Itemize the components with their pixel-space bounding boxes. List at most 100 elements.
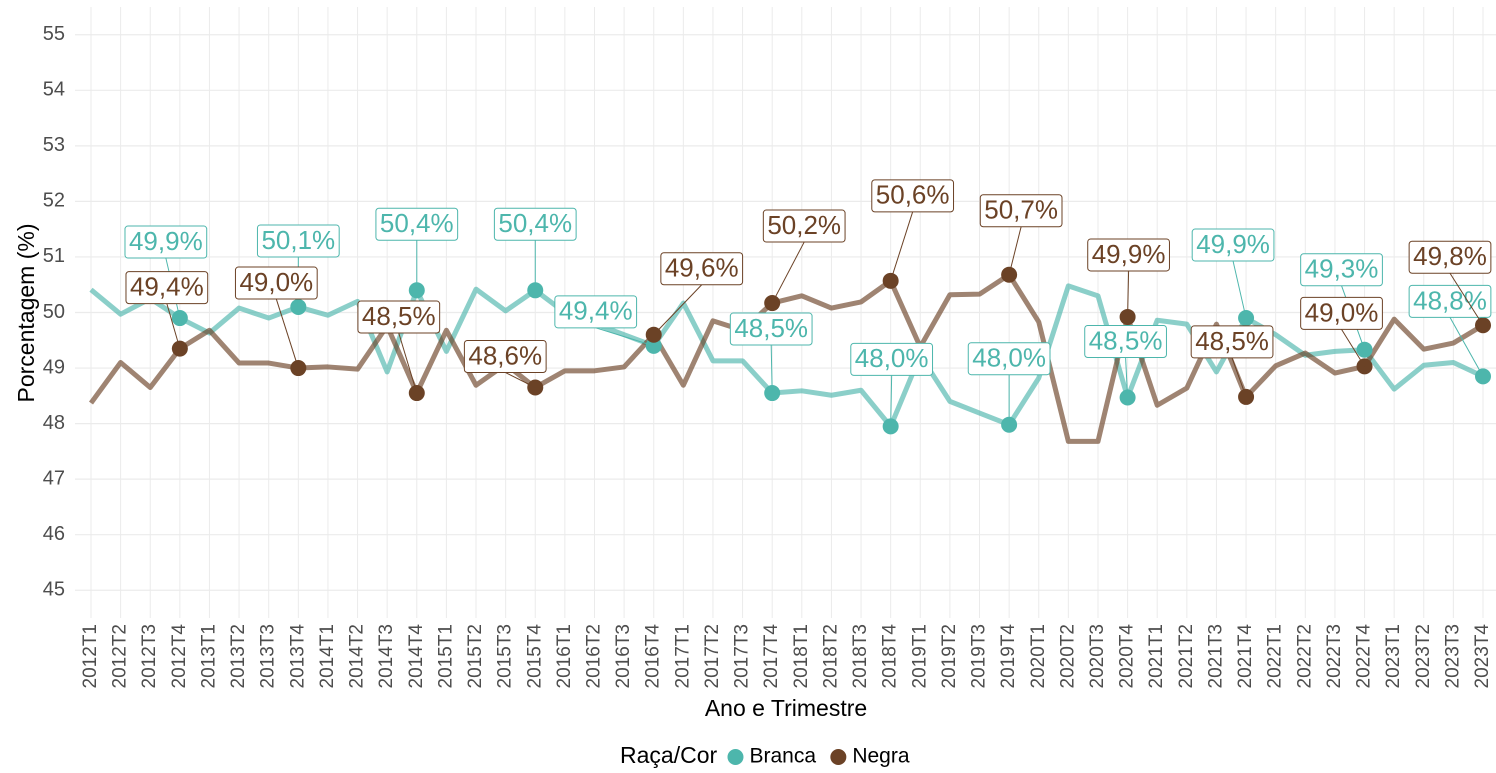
label-box	[871, 179, 955, 213]
data-label-text: 49,9%	[1092, 239, 1166, 269]
data-label-text: 50,4%	[380, 208, 454, 238]
x-tick-label: 2014T3	[376, 624, 397, 688]
x-tick-label: 2014T2	[347, 624, 368, 688]
data-label: 48,8%	[1408, 284, 1492, 377]
x-tick-label: 2015T4	[524, 624, 545, 689]
data-label: 49,9%	[1191, 228, 1275, 319]
x-tick-label: 2016T2	[584, 624, 605, 688]
y-tick-label: 46	[43, 523, 65, 545]
x-tick-label: 2018T2	[820, 624, 841, 688]
x-axis-title: Ano e Trimestre	[705, 695, 867, 721]
data-label-text: 48,5%	[362, 301, 436, 331]
x-tick-label: 2021T1	[1146, 624, 1167, 688]
label-box	[125, 271, 209, 305]
label-box	[124, 225, 208, 259]
data-label: 48,5%	[729, 312, 813, 394]
legend-marker	[830, 749, 847, 765]
data-label: 49,4%	[554, 295, 654, 347]
grid	[75, 7, 1496, 618]
label-box	[1408, 284, 1492, 318]
data-label-text: 48,0%	[855, 343, 929, 373]
label-leader	[595, 327, 654, 347]
x-tick-label: 2023T3	[1442, 624, 1463, 688]
label-box	[463, 339, 547, 373]
x-tick-label: 2013T4	[287, 624, 308, 689]
label-box	[1408, 240, 1492, 274]
x-tick-label: 2012T3	[139, 624, 160, 688]
label-leader	[398, 332, 418, 394]
data-label: 48,0%	[967, 342, 1051, 425]
x-tick-label: 2020T2	[1057, 624, 1078, 688]
label-leader	[770, 345, 773, 394]
data-label-text: 49,3%	[1305, 254, 1379, 284]
x-tick-label: 2020T3	[1087, 624, 1108, 688]
legend-title: Raça/Cor	[620, 742, 717, 768]
x-tick-label: 2015T3	[495, 624, 516, 688]
data-label: 48,6%	[463, 339, 547, 388]
label-leader	[1125, 357, 1129, 398]
y-tick-label: 54	[43, 79, 65, 101]
data-label-text: 50,4%	[498, 208, 572, 238]
label-leader	[1449, 317, 1484, 377]
label-box	[256, 224, 340, 258]
label-leader	[890, 211, 914, 281]
label-box	[660, 252, 744, 286]
x-tick-label: 2012T4	[169, 624, 190, 689]
x-tick-label: 2013T1	[198, 624, 219, 688]
legend-label: Branca	[749, 745, 816, 768]
x-tick-label: 2023T1	[1383, 624, 1404, 688]
label-leader	[653, 284, 703, 336]
data-label: 50,6%	[871, 179, 955, 281]
y-tick-label: 45	[43, 579, 65, 601]
y-tick-label: 49	[43, 356, 65, 378]
data-label: 48,5%	[1084, 324, 1167, 398]
y-tick-label: 53	[43, 134, 65, 156]
x-tick-label: 2021T3	[1205, 624, 1226, 688]
x-tick-label: 2015T1	[435, 624, 456, 688]
y-tick-label: 47	[43, 467, 65, 489]
y-tick-label: 50	[43, 301, 65, 323]
x-tick-label: 2013T3	[258, 624, 279, 688]
data-label: 48,0%	[850, 342, 934, 427]
label-leader	[1008, 226, 1022, 275]
x-tick-label: 2023T2	[1413, 624, 1434, 688]
label-leader	[1231, 357, 1247, 398]
label-box	[1084, 324, 1167, 358]
data-label: 50,4%	[375, 207, 459, 291]
data-label: 49,6%	[653, 252, 744, 336]
label-box	[850, 342, 934, 376]
x-tick-label: 2022T1	[1265, 624, 1286, 688]
data-label: 49,0%	[234, 266, 318, 369]
data-label-text: 49,0%	[1305, 297, 1379, 327]
data-label: 49,9%	[124, 225, 208, 319]
label-leader	[1449, 273, 1484, 326]
data-label-text: 48,8%	[1413, 285, 1487, 315]
x-tick-label: 2020T4	[1117, 624, 1138, 689]
data-label-text: 48,6%	[468, 340, 542, 370]
x-tick-label: 2017T1	[672, 624, 693, 688]
data-label: 50,2%	[762, 209, 846, 304]
data-label-text: 48,0%	[972, 343, 1046, 373]
data-label-text: 49,4%	[559, 296, 633, 326]
label-leader	[275, 298, 299, 369]
x-tick-label: 2012T2	[110, 624, 131, 688]
x-tick-label: 2019T3	[969, 624, 990, 688]
y-axis-title: Porcentagem (%)	[13, 224, 39, 403]
x-tick-label: 2014T1	[317, 624, 338, 688]
y-tick-label: 48	[43, 412, 65, 434]
x-tick-label: 2016T1	[554, 624, 575, 688]
label-box	[729, 312, 813, 346]
x-tick-label: 2014T4	[406, 624, 427, 689]
label-box	[1300, 253, 1383, 287]
label-box	[1190, 325, 1274, 359]
x-tick-label: 2023T4	[1472, 624, 1493, 689]
x-tick-label: 2019T4	[998, 624, 1019, 689]
x-tick-label: 2017T3	[732, 624, 753, 688]
data-label-text: 50,7%	[984, 195, 1058, 225]
data-label: 49,0%	[1300, 296, 1383, 367]
label-box	[375, 207, 459, 241]
data-label-text: 48,5%	[1089, 325, 1163, 355]
label-box	[493, 207, 577, 241]
data-label-text: 49,4%	[130, 271, 204, 301]
label-leader	[1127, 270, 1130, 317]
